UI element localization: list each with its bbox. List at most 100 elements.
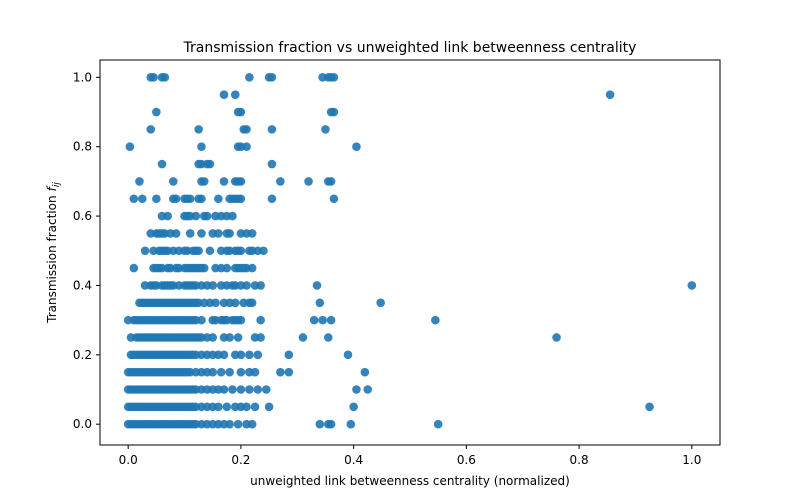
data-point [236, 367, 246, 377]
data-point [326, 315, 336, 325]
data-point [247, 229, 257, 238]
y-tick-label: 0.8 [73, 140, 92, 154]
data-point [236, 194, 246, 204]
data-point [329, 194, 339, 204]
data-point [346, 419, 356, 429]
data-point [264, 402, 274, 412]
y-tick-label: 0.6 [73, 209, 92, 223]
data-point [125, 142, 135, 152]
data-point [236, 246, 246, 256]
y-tick-label: 0.0 [73, 417, 92, 431]
data-point [197, 315, 206, 325]
data-point [214, 194, 223, 204]
data-point [329, 107, 339, 117]
y-axis-label-subscript: ij [52, 182, 62, 188]
data-point [605, 90, 615, 99]
data-point [242, 125, 251, 134]
data-point [225, 229, 234, 238]
data-point [267, 194, 277, 204]
data-point [236, 315, 246, 325]
x-tick-label: 0.8 [570, 453, 589, 467]
data-point [211, 298, 220, 308]
data-point [197, 142, 206, 152]
data-point [168, 177, 178, 186]
data-point [149, 73, 158, 82]
data-point [228, 211, 237, 221]
data-point [205, 159, 215, 169]
y-axis-label: Transmission fraction fij [45, 182, 62, 324]
data-point [245, 385, 254, 394]
data-point [250, 402, 260, 412]
data-point [349, 402, 358, 412]
y-axis-label-symbol: f [45, 185, 59, 191]
data-point [135, 177, 144, 186]
data-point [202, 211, 212, 221]
data-point [199, 177, 209, 186]
data-point [259, 246, 268, 256]
data-point [129, 263, 139, 273]
data-point [225, 333, 234, 342]
data-point [326, 177, 336, 186]
data-point [318, 315, 327, 325]
data-point [312, 281, 322, 290]
x-tick-label: 0.6 [457, 453, 476, 467]
data-point [214, 402, 223, 412]
data-point [363, 385, 373, 394]
x-tick-label: 1.0 [682, 453, 701, 467]
data-point [247, 298, 257, 308]
data-point [298, 333, 308, 342]
x-tick-label: 0.0 [119, 453, 138, 467]
data-point [360, 367, 370, 377]
data-point [284, 367, 294, 377]
data-point [242, 281, 251, 290]
data-point [352, 385, 361, 394]
data-point [247, 263, 257, 273]
data-point [309, 315, 319, 325]
data-point [247, 419, 257, 429]
data-point [433, 419, 443, 429]
data-point [343, 350, 353, 360]
data-point [242, 142, 251, 152]
data-point [140, 246, 150, 256]
data-point [326, 419, 336, 429]
data-point [219, 350, 229, 360]
data-point [214, 229, 223, 238]
data-point [687, 281, 697, 290]
data-point [152, 194, 161, 204]
data-point [267, 73, 277, 82]
data-point [245, 350, 254, 360]
data-point [129, 194, 139, 204]
data-point [208, 281, 218, 290]
data-point [233, 333, 243, 342]
data-point [208, 367, 218, 377]
data-point [208, 333, 218, 342]
data-point [171, 229, 181, 238]
data-point [304, 177, 313, 186]
data-point [197, 194, 206, 204]
data-point [199, 263, 209, 273]
data-point [315, 419, 325, 429]
data-point [256, 333, 265, 342]
data-point [256, 315, 265, 325]
x-tick-label: 0.4 [344, 453, 363, 467]
data-point [146, 125, 156, 134]
data-point [160, 73, 170, 82]
data-point [163, 211, 172, 221]
data-point [222, 402, 232, 412]
y-tick-label: 0.4 [73, 278, 92, 292]
data-point [228, 385, 237, 394]
data-point [236, 385, 246, 394]
data-point [236, 350, 246, 360]
data-point [329, 73, 339, 82]
data-point [222, 263, 232, 273]
data-point [352, 142, 361, 152]
data-point [552, 333, 561, 342]
data-point [219, 90, 229, 99]
chart-title: Transmission fraction vs unweighted link… [183, 40, 637, 56]
data-point [376, 298, 385, 308]
data-point [137, 194, 147, 204]
data-point [431, 315, 440, 325]
data-point [267, 125, 277, 134]
data-point [194, 246, 203, 256]
plot-frame [99, 59, 721, 446]
